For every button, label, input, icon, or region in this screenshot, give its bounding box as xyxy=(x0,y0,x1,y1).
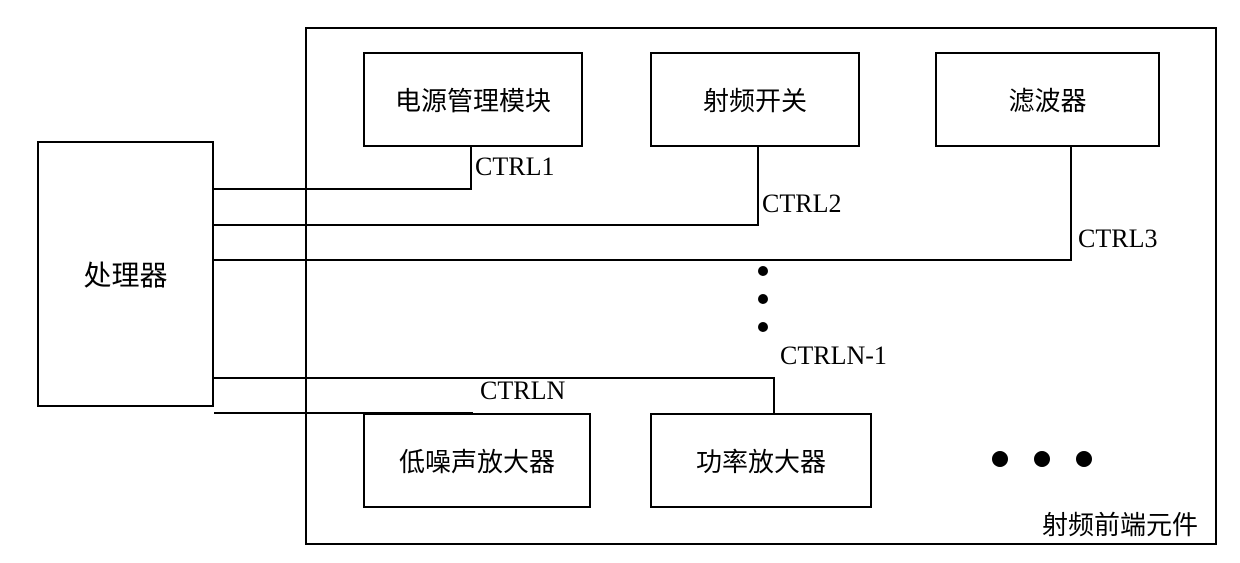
ctrl2-label: CTRL2 xyxy=(762,189,841,219)
filter-label: 滤波器 xyxy=(1008,81,1086,118)
power-management-box: 电源管理模块 xyxy=(363,52,583,147)
container-label: 射频前端元件 xyxy=(1042,505,1198,542)
ctrl1-label: CTRL1 xyxy=(475,152,554,182)
processor-box: 处理器 xyxy=(37,141,214,407)
power-amplifier-label: 功率放大器 xyxy=(696,442,826,479)
horizontal-dot xyxy=(1076,451,1092,467)
ctrl3-line-v xyxy=(1070,147,1072,259)
vertical-dot xyxy=(758,294,768,304)
ctrl3-line-h xyxy=(214,259,1072,261)
rf-switch-label: 射频开关 xyxy=(703,81,807,118)
ctrln1-line-v xyxy=(773,377,775,413)
ctrl2-line-v xyxy=(757,147,759,224)
power-management-label: 电源管理模块 xyxy=(395,81,551,118)
ctrln-line-h xyxy=(214,412,473,414)
horizontal-dot xyxy=(992,451,1008,467)
lna-label: 低噪声放大器 xyxy=(399,442,555,479)
ctrln-line-v xyxy=(471,412,473,414)
ctrl2-line-h xyxy=(214,224,759,226)
ctrl1-line-h xyxy=(214,188,472,190)
rf-switch-box: 射频开关 xyxy=(650,52,860,147)
ctrln1-label: CTRLN-1 xyxy=(780,341,887,371)
lna-box: 低噪声放大器 xyxy=(363,413,591,508)
ctrl1-line-v xyxy=(470,147,472,188)
ctrln1-line-h xyxy=(214,377,775,379)
ctrl3-label: CTRL3 xyxy=(1078,224,1157,254)
power-amplifier-box: 功率放大器 xyxy=(650,413,872,508)
filter-box: 滤波器 xyxy=(935,52,1160,147)
vertical-dot xyxy=(758,322,768,332)
processor-label: 处理器 xyxy=(83,254,167,294)
vertical-dot xyxy=(758,266,768,276)
ctrln-label: CTRLN xyxy=(480,376,565,406)
horizontal-dot xyxy=(1034,451,1050,467)
